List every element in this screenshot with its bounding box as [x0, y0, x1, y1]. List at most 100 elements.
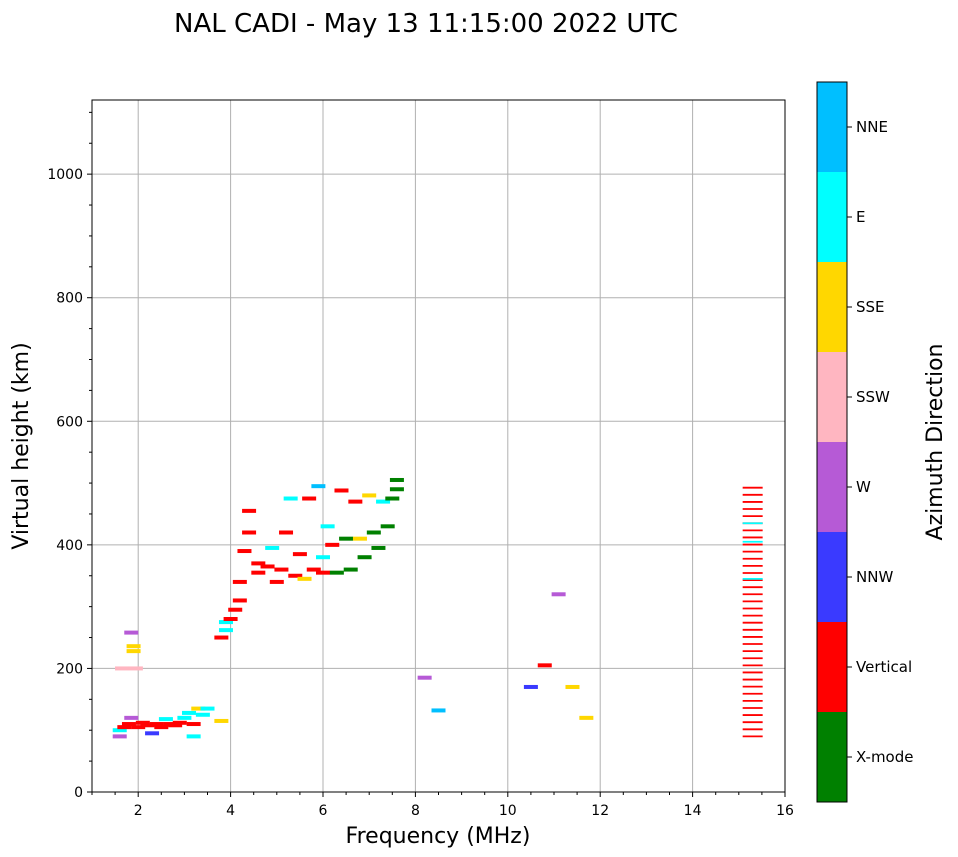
data-point — [343, 567, 358, 572]
data-point — [131, 725, 146, 730]
data-point — [537, 663, 552, 668]
data-point — [242, 530, 257, 535]
colorbar: X-mode Vertical NNW W SSW SSE E NNE — [816, 81, 913, 803]
data-point — [389, 477, 404, 482]
x-tick-label: 12 — [591, 803, 609, 819]
x-tick-label: 10 — [499, 803, 517, 819]
data-point — [385, 496, 400, 501]
x-axis-label: Frequency (MHz) — [346, 824, 531, 849]
data-point — [380, 524, 395, 529]
data-point — [218, 628, 233, 633]
data-point — [306, 567, 321, 572]
data-point — [145, 731, 160, 736]
x-tick-label: 2 — [134, 803, 143, 819]
data-point — [126, 644, 141, 649]
colorbar-tick-label: X-mode — [856, 748, 913, 766]
colorbar-tick-label: W — [856, 478, 871, 496]
data-point — [265, 545, 280, 550]
data-point — [565, 684, 580, 689]
data-point — [288, 573, 303, 578]
data-point — [316, 555, 330, 560]
colorbar-segment — [817, 82, 847, 172]
colorbar-tick-label: Vertical — [856, 658, 912, 676]
data-point — [140, 723, 155, 728]
data-point — [366, 530, 381, 535]
colorbar-segment — [817, 262, 847, 352]
colorbar-frame — [816, 81, 848, 803]
x-axis-ticks: 2 4 6 8 10 12 14 16 — [91, 792, 794, 819]
data-point — [112, 734, 127, 739]
data-point — [186, 722, 201, 727]
data-point — [223, 617, 238, 621]
data-point — [186, 734, 201, 739]
data-point — [112, 728, 127, 733]
plot-area: 2 4 6 8 10 12 14 16 0 200 400 600 800 1000 — [47, 99, 794, 819]
data-point — [320, 524, 335, 529]
data-point — [292, 552, 307, 557]
y-axis-ticks: 0 200 400 600 800 1000 — [47, 111, 92, 801]
data-point — [251, 561, 266, 566]
data-point — [260, 564, 275, 569]
data-point — [523, 684, 538, 689]
y-axis-label: Virtual height (km) — [9, 342, 34, 549]
data-point — [158, 717, 173, 722]
colorbar-label: Azimuth Direction — [923, 343, 948, 540]
data-point — [214, 718, 229, 723]
data-point — [325, 542, 340, 547]
data-point — [283, 496, 298, 501]
data-point — [126, 649, 141, 654]
vertical-column-marks — [742, 486, 763, 738]
data-point — [274, 567, 289, 572]
data-point — [334, 488, 349, 493]
data-point — [195, 712, 210, 717]
data-point — [177, 715, 192, 720]
colorbar-segment — [817, 442, 847, 532]
y-tick-label: 1000 — [47, 167, 83, 183]
data-point — [128, 666, 143, 671]
colorbar-segment — [817, 172, 847, 262]
colorbar-tick-label: E — [856, 208, 865, 226]
data-point — [579, 715, 594, 720]
data-point — [551, 592, 566, 597]
data-point — [297, 576, 312, 581]
data-point — [329, 570, 344, 575]
data-point — [115, 666, 130, 671]
x-tick-label: 8 — [411, 803, 420, 819]
y-tick-label: 800 — [56, 291, 83, 307]
data-point — [269, 579, 284, 584]
plot-frame — [91, 99, 786, 793]
data-point — [279, 530, 294, 535]
chart-title: NAL CADI - May 13 11:15:00 2022 UTC — [174, 9, 678, 39]
y-tick-label: 200 — [56, 661, 83, 677]
data-point — [214, 635, 229, 640]
data-point — [362, 493, 377, 498]
x-tick-label: 6 — [319, 803, 328, 819]
data-point — [316, 570, 330, 575]
data-point — [417, 675, 432, 680]
data-point — [376, 499, 391, 504]
data-point — [357, 555, 372, 560]
data-point — [232, 579, 247, 584]
colorbar-tick-label: NNE — [856, 118, 888, 136]
data-point — [182, 710, 197, 715]
data-point — [228, 607, 243, 612]
data-point — [168, 723, 183, 728]
data-point — [218, 620, 233, 625]
colorbar-segment — [817, 352, 847, 442]
data-point — [124, 630, 139, 635]
data-point — [172, 720, 187, 725]
data-point — [242, 508, 257, 513]
colorbar-tick-label: SSW — [856, 388, 890, 406]
y-tick-label: 600 — [56, 414, 83, 430]
data-point — [232, 598, 247, 603]
data-point — [200, 706, 215, 711]
data-point — [154, 725, 169, 730]
data-point — [149, 722, 164, 727]
x-tick-label: 4 — [226, 803, 235, 819]
data-point — [431, 708, 446, 713]
grid-lines — [92, 100, 786, 793]
data-points — [112, 477, 594, 739]
data-point — [191, 706, 206, 711]
data-point — [389, 487, 404, 492]
